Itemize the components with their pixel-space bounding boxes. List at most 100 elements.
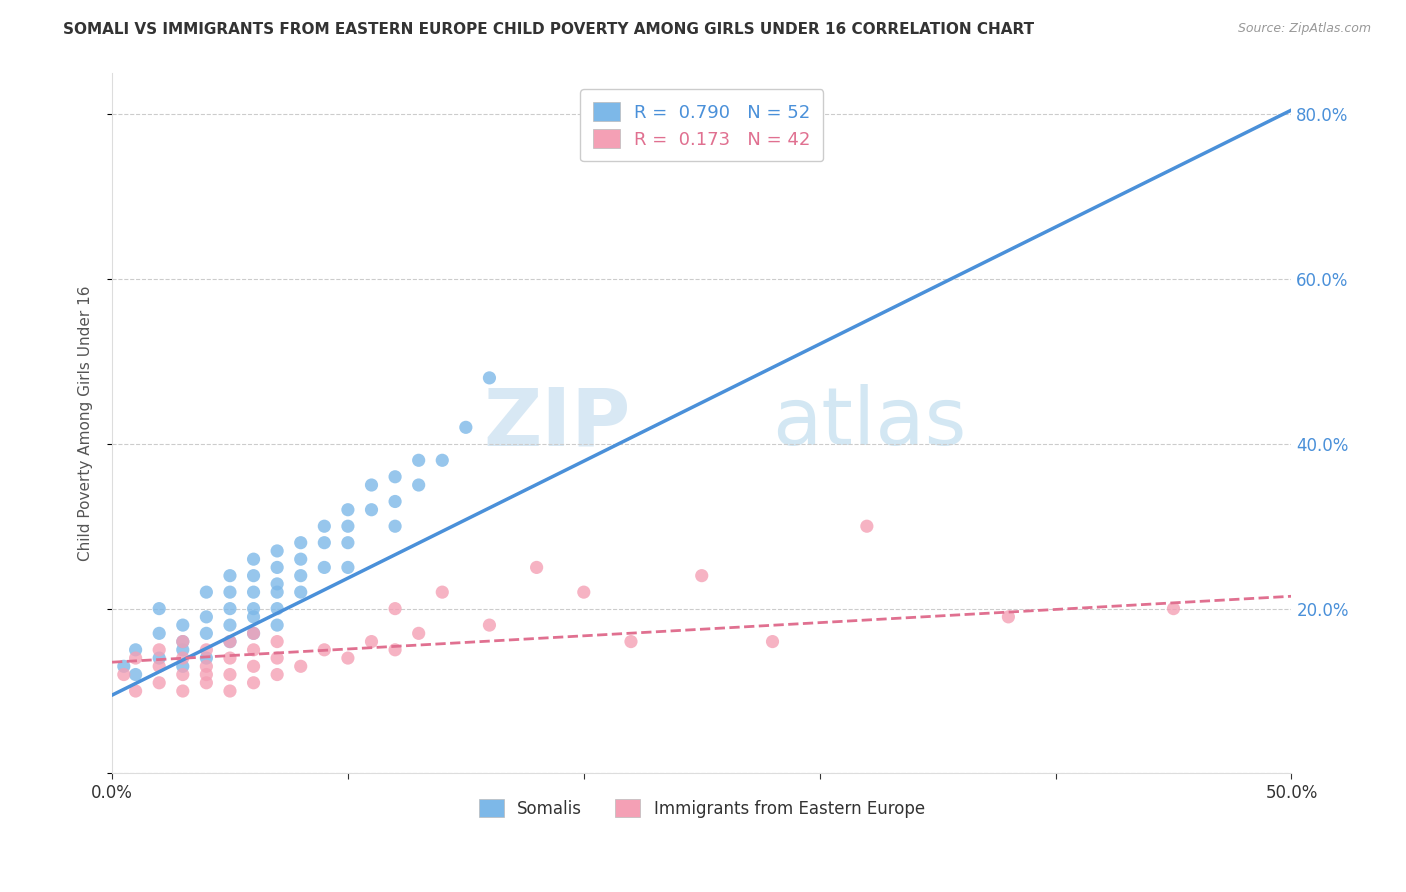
Point xyxy=(148,601,170,615)
Point xyxy=(195,675,218,690)
Point xyxy=(314,535,336,549)
Point xyxy=(242,626,264,640)
Point xyxy=(242,601,264,615)
Point xyxy=(360,478,382,492)
Point xyxy=(290,552,312,566)
Point xyxy=(266,667,288,681)
Text: SOMALI VS IMMIGRANTS FROM EASTERN EUROPE CHILD POVERTY AMONG GIRLS UNDER 16 CORR: SOMALI VS IMMIGRANTS FROM EASTERN EUROPE… xyxy=(63,22,1035,37)
Point xyxy=(148,659,170,673)
Point xyxy=(172,651,194,665)
Point xyxy=(242,552,264,566)
Point xyxy=(266,544,288,558)
Point xyxy=(408,478,430,492)
Point xyxy=(148,643,170,657)
Point xyxy=(408,453,430,467)
Point xyxy=(124,643,146,657)
Point xyxy=(219,601,242,615)
Point xyxy=(172,659,194,673)
Point xyxy=(478,618,501,632)
Point xyxy=(336,651,359,665)
Point xyxy=(124,651,146,665)
Point xyxy=(219,618,242,632)
Point xyxy=(266,560,288,574)
Text: ZIP: ZIP xyxy=(484,384,631,462)
Point xyxy=(266,577,288,591)
Point xyxy=(148,651,170,665)
Point xyxy=(242,585,264,599)
Point xyxy=(314,643,336,657)
Point xyxy=(384,643,406,657)
Point xyxy=(112,667,135,681)
Point xyxy=(172,618,194,632)
Point xyxy=(408,626,430,640)
Point xyxy=(290,585,312,599)
Point xyxy=(432,453,454,467)
Point xyxy=(195,659,218,673)
Point xyxy=(620,634,643,648)
Point xyxy=(1163,601,1185,615)
Point xyxy=(336,535,359,549)
Point xyxy=(997,610,1019,624)
Point xyxy=(384,601,406,615)
Point xyxy=(172,634,194,648)
Point xyxy=(242,610,264,624)
Text: Source: ZipAtlas.com: Source: ZipAtlas.com xyxy=(1237,22,1371,36)
Point xyxy=(219,634,242,648)
Point xyxy=(172,684,194,698)
Point xyxy=(266,618,288,632)
Point xyxy=(195,651,218,665)
Point xyxy=(219,651,242,665)
Point xyxy=(314,560,336,574)
Point xyxy=(195,626,218,640)
Point xyxy=(219,568,242,582)
Point xyxy=(124,667,146,681)
Point xyxy=(219,585,242,599)
Point xyxy=(172,643,194,657)
Point xyxy=(172,667,194,681)
Point xyxy=(572,585,595,599)
Point xyxy=(290,535,312,549)
Point xyxy=(384,519,406,533)
Point xyxy=(856,519,879,533)
Point xyxy=(266,585,288,599)
Y-axis label: Child Poverty Among Girls Under 16: Child Poverty Among Girls Under 16 xyxy=(79,285,93,561)
Point xyxy=(266,651,288,665)
Point xyxy=(336,519,359,533)
Point xyxy=(242,568,264,582)
Point xyxy=(219,684,242,698)
Point xyxy=(384,494,406,508)
Point xyxy=(690,568,713,582)
Point xyxy=(148,626,170,640)
Point xyxy=(478,371,501,385)
Point xyxy=(242,643,264,657)
Point xyxy=(761,634,783,648)
Legend: Somalis, Immigrants from Eastern Europe: Somalis, Immigrants from Eastern Europe xyxy=(472,793,931,824)
Point xyxy=(219,634,242,648)
Point xyxy=(195,610,218,624)
Point xyxy=(266,634,288,648)
Point xyxy=(454,420,477,434)
Point xyxy=(314,519,336,533)
Point xyxy=(290,659,312,673)
Point xyxy=(432,585,454,599)
Point xyxy=(195,667,218,681)
Point xyxy=(219,667,242,681)
Point xyxy=(195,643,218,657)
Point xyxy=(360,634,382,648)
Point xyxy=(195,585,218,599)
Point xyxy=(242,675,264,690)
Point xyxy=(360,502,382,516)
Text: atlas: atlas xyxy=(772,384,967,462)
Point xyxy=(336,502,359,516)
Point xyxy=(242,659,264,673)
Point xyxy=(336,560,359,574)
Point xyxy=(266,601,288,615)
Point xyxy=(148,675,170,690)
Point xyxy=(172,634,194,648)
Point xyxy=(384,469,406,483)
Point xyxy=(526,560,548,574)
Point xyxy=(290,568,312,582)
Point xyxy=(242,626,264,640)
Point xyxy=(112,659,135,673)
Point xyxy=(124,684,146,698)
